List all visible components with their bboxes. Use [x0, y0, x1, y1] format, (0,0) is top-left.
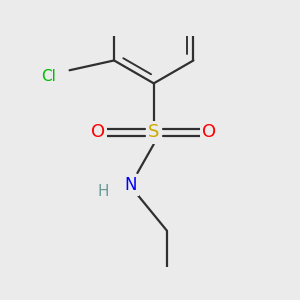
Text: N: N	[124, 176, 137, 194]
Text: O: O	[202, 123, 216, 141]
Text: O: O	[91, 123, 105, 141]
Text: S: S	[148, 123, 159, 141]
Text: H: H	[98, 184, 109, 199]
Text: Cl: Cl	[41, 69, 56, 84]
